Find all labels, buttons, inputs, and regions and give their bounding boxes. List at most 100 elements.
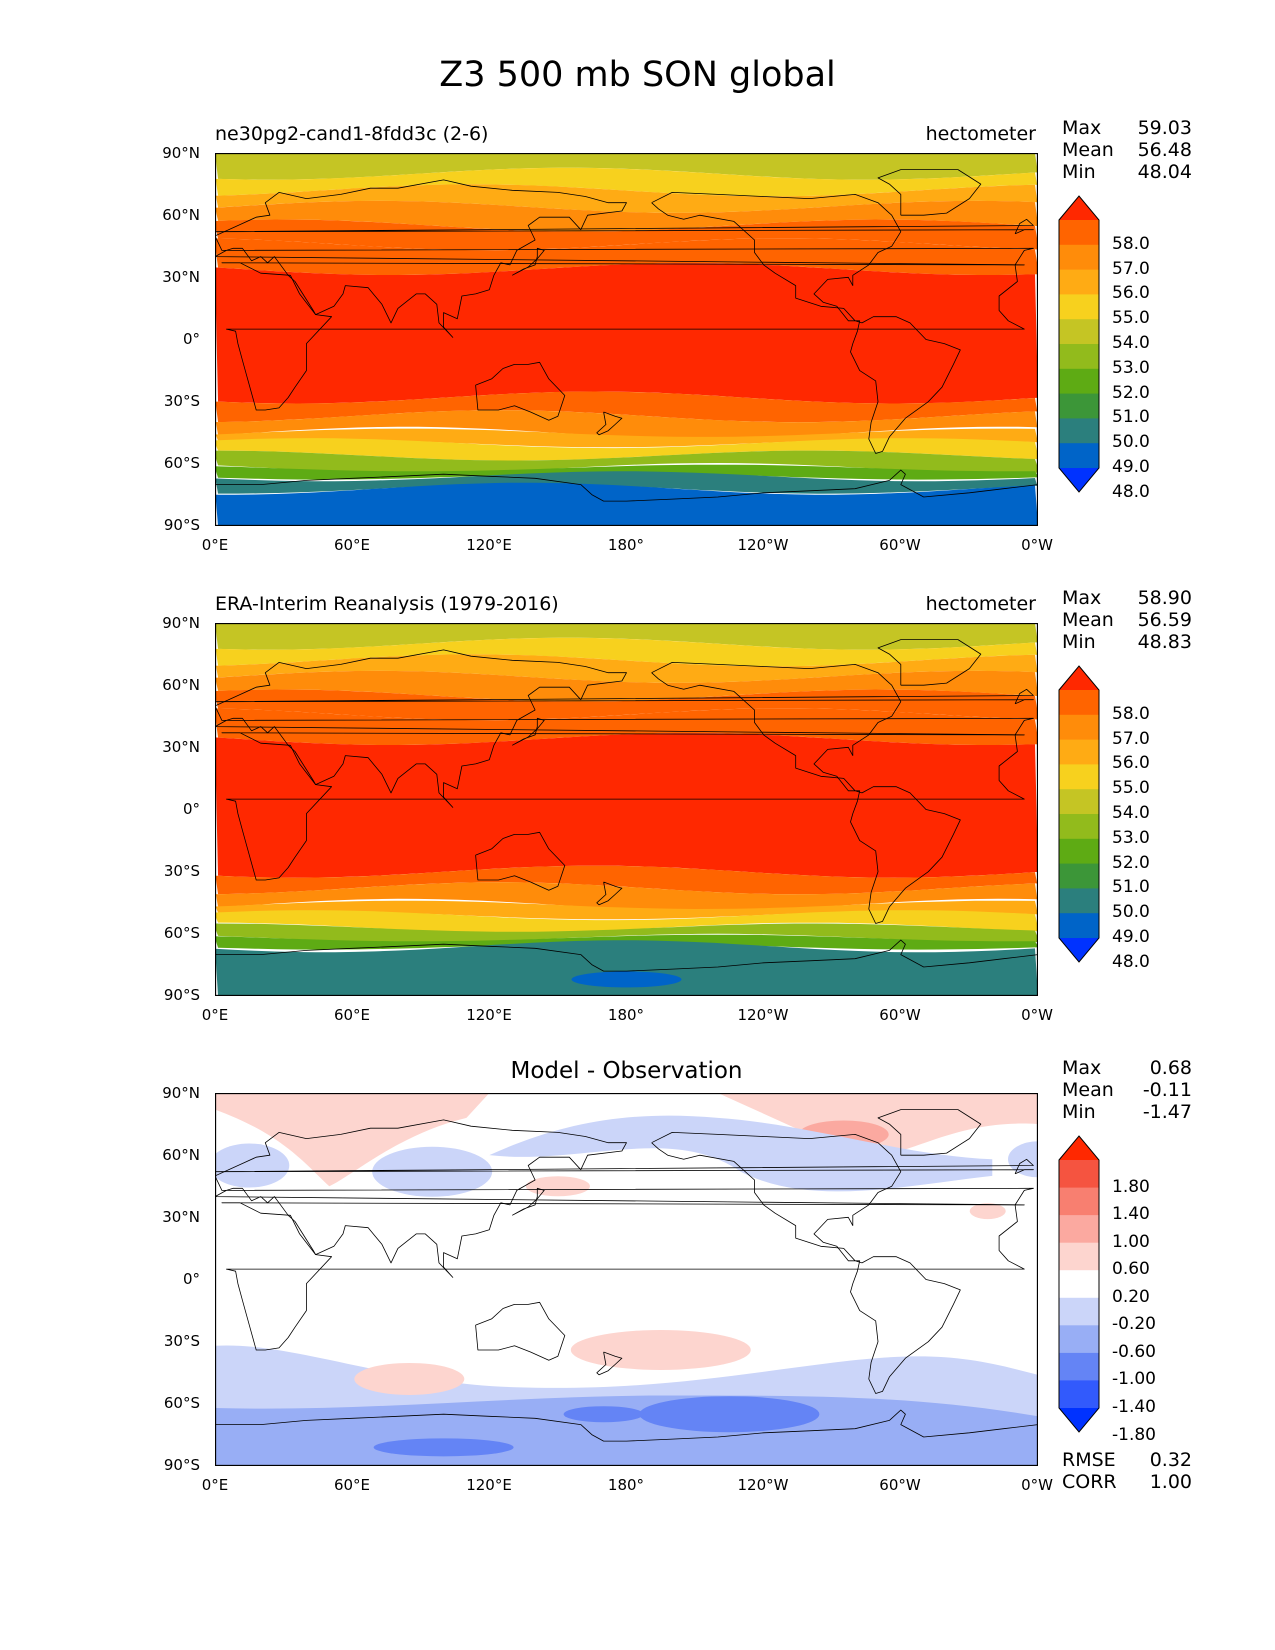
diff-north-neg-pacific <box>489 1115 993 1192</box>
diff-coastlines <box>215 1109 1038 1442</box>
lat-tick: 60°S <box>163 454 200 472</box>
model-stats: Max 59.03 Mean 56.48 Min 48.04 <box>1062 117 1192 183</box>
lat-tick: 90°N <box>162 614 200 632</box>
figure-title: Z3 500 mb SON global <box>439 55 836 95</box>
lon-tick: 60°E <box>333 536 371 554</box>
obs-map-svg <box>215 623 1038 996</box>
corr-value: 1.00 <box>1149 1471 1192 1493</box>
obs-contour-fill <box>215 623 1038 996</box>
diff-frame <box>215 1093 1038 1466</box>
lat-tick: 30°S <box>163 862 200 880</box>
lon-tick: 120°E <box>466 1006 512 1024</box>
lon-tick: 180° <box>607 1006 645 1024</box>
diff-colorbar-segment <box>1059 1352 1099 1381</box>
diff-coastline <box>221 1202 1025 1351</box>
diff-map <box>215 1093 1038 1466</box>
obs-band <box>215 910 1038 933</box>
lon-tick: 0°W <box>1021 536 1053 554</box>
model-band <box>215 153 1038 180</box>
obs-colorbar-segment <box>1059 863 1099 889</box>
diff-colorbar: 1.80 1.40 1.00 0.60 0.20 -0.20 -0.60 -1.00 -1.40… <box>1058 1135 1158 1443</box>
model-colorbar-segment <box>1059 294 1099 320</box>
diff-neg-blob <box>1008 1141 1038 1178</box>
obs-colorbar-label: 52.0 <box>1112 852 1150 873</box>
model-colorbar-svg <box>1058 195 1100 493</box>
diff-colorbar-segment <box>1059 1380 1099 1409</box>
stat-label: Mean <box>1062 609 1114 631</box>
diff-colorbar-label: 0.20 <box>1112 1286 1150 1307</box>
model-coastlines <box>215 169 1038 502</box>
lat-tick: 90°S <box>163 1456 200 1474</box>
obs-band <box>215 882 1038 911</box>
model-band <box>215 428 1038 448</box>
obs-band <box>215 923 1038 943</box>
model-band <box>215 438 1038 461</box>
model-colorbar-extend-max <box>1059 196 1099 220</box>
lat-tick: 30°N <box>162 1208 200 1226</box>
obs-colorbar-label: 55.0 <box>1112 778 1150 799</box>
model-band <box>215 184 1038 213</box>
obs-colorbar-segment <box>1059 913 1099 939</box>
model-coastline <box>221 262 1025 411</box>
diff-pos-blob <box>969 1203 1006 1220</box>
diff-colorbar-segment <box>1059 1242 1099 1271</box>
model-colorbar-segment <box>1059 319 1099 345</box>
lat-tick: 90°S <box>163 986 200 1004</box>
model-colorbar-segment <box>1059 393 1099 419</box>
lon-tick: 180° <box>607 536 645 554</box>
model-panel-title: ne30pg2-cand1-8fdd3c (2-6) <box>215 123 489 145</box>
lon-tick: 60°W <box>879 1476 921 1494</box>
stat-label: Max <box>1062 587 1102 609</box>
obs-colorbar-segment <box>1059 838 1099 865</box>
obs-colorbar-segment <box>1059 739 1099 765</box>
obs-units: hectometer <box>925 593 1036 615</box>
diff-north-pos-europe <box>215 1093 490 1187</box>
obs-stats: Max 58.90 Mean 56.59 Min 48.83 <box>1062 587 1192 653</box>
diff-colorbar-segment <box>1059 1297 1099 1326</box>
lon-tick: 180° <box>607 1476 645 1494</box>
model-colorbar-label: 49.0 <box>1112 457 1150 477</box>
diff-coastline <box>475 1301 566 1361</box>
model-colorbar-segment <box>1059 418 1099 444</box>
lat-tick: 60°S <box>163 1394 200 1412</box>
model-colorbar: 58.0 57.0 56.0 55.0 54.0 53.0 52.0 51.0 50.0 49.0… <box>1058 195 1158 500</box>
diff-pos-blob <box>570 1329 751 1370</box>
diff-north-pos-canada <box>717 1093 1038 1157</box>
obs-colorbar-svg <box>1058 665 1100 963</box>
model-coastline <box>475 361 566 421</box>
lat-tick: 90°N <box>162 1084 200 1102</box>
diff-panel-title: Model - Observation <box>510 1058 743 1084</box>
stat-label: Mean <box>1062 1079 1114 1101</box>
obs-colorbar-label: 51.0 <box>1112 877 1150 898</box>
diff-coastline <box>877 1109 982 1156</box>
obs-band <box>215 654 1038 683</box>
diff-neg-core <box>563 1406 644 1423</box>
stat-max-value: 58.90 <box>1137 587 1192 609</box>
obs-colorbar-segment <box>1059 764 1099 790</box>
obs-frame <box>215 623 1038 996</box>
obs-band <box>215 900 1038 920</box>
obs-low-blob <box>571 971 682 988</box>
diff-colorbar-label: -1.40 <box>1112 1397 1156 1417</box>
model-map <box>215 153 1038 526</box>
obs-map <box>215 623 1038 996</box>
lat-tick: 60°N <box>162 1146 200 1164</box>
diff-colorbar-extend-min <box>1059 1408 1099 1432</box>
obs-band <box>215 708 1038 745</box>
model-units: hectometer <box>925 123 1036 145</box>
diff-contour-fill <box>215 1093 1038 1466</box>
obs-colorbar-segment <box>1059 789 1099 815</box>
diff-metrics: RMSE 0.32 CORR 1.00 <box>1062 1449 1192 1493</box>
obs-colorbar-label: 58.0 <box>1112 703 1150 724</box>
model-coastline-antarctica <box>215 469 1038 502</box>
lat-tick: 90°S <box>163 516 200 534</box>
obs-band <box>215 733 1038 878</box>
model-colorbar-label: 48.0 <box>1112 481 1150 502</box>
obs-colorbar-segment <box>1059 814 1099 840</box>
obs-coastline <box>596 881 623 906</box>
stat-min-value: -1.47 <box>1142 1101 1192 1123</box>
metric-label: RMSE <box>1062 1449 1116 1471</box>
diff-coastline <box>596 1351 623 1376</box>
model-frame <box>215 153 1038 526</box>
model-colorbar-label: 57.0 <box>1112 258 1150 279</box>
